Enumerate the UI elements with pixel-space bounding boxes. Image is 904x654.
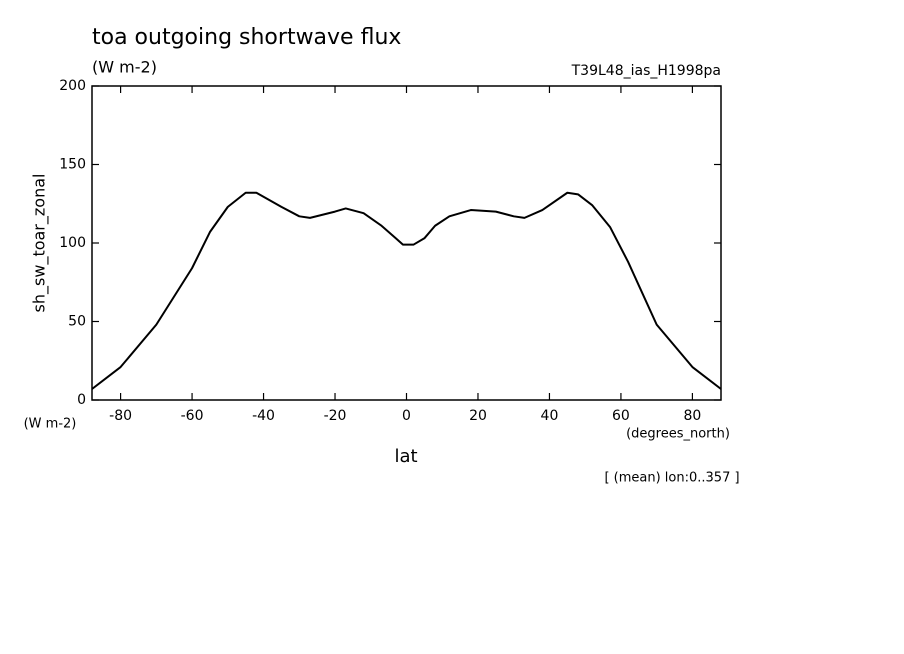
x-tick-label: 0 — [402, 408, 411, 424]
x-tick-label: 80 — [683, 408, 701, 424]
y-tick-label: 200 — [59, 78, 86, 94]
x-tick-label: -40 — [252, 408, 275, 424]
note: [ (mean) lon:0..357 ] — [604, 471, 739, 486]
data-line — [91, 191, 722, 390]
x-tick-label: -60 — [181, 408, 204, 424]
x-axis-label: lat — [394, 446, 417, 467]
x-tick-label: 20 — [469, 408, 487, 424]
x-unit: (degrees_north) — [626, 427, 730, 442]
y-axis-label: sh_sw_toar_zonal — [30, 174, 50, 313]
x-tick-label: 60 — [612, 408, 630, 424]
x-tick-label: 40 — [541, 408, 559, 424]
subtitle: (W m-2) — [92, 58, 157, 77]
y-tick-label: 150 — [59, 157, 86, 173]
chart-title: toa outgoing shortwave flux — [92, 25, 401, 50]
x-tick-label: -80 — [109, 408, 132, 424]
y-tick-label: 0 — [77, 392, 86, 408]
y-tick-label: 50 — [68, 314, 86, 330]
y-tick-label: 100 — [59, 235, 86, 251]
run-label: T39L48_ias_H1998pa — [571, 63, 721, 79]
y-unit: (W m-2) — [24, 417, 77, 432]
x-tick-label: -20 — [324, 408, 347, 424]
